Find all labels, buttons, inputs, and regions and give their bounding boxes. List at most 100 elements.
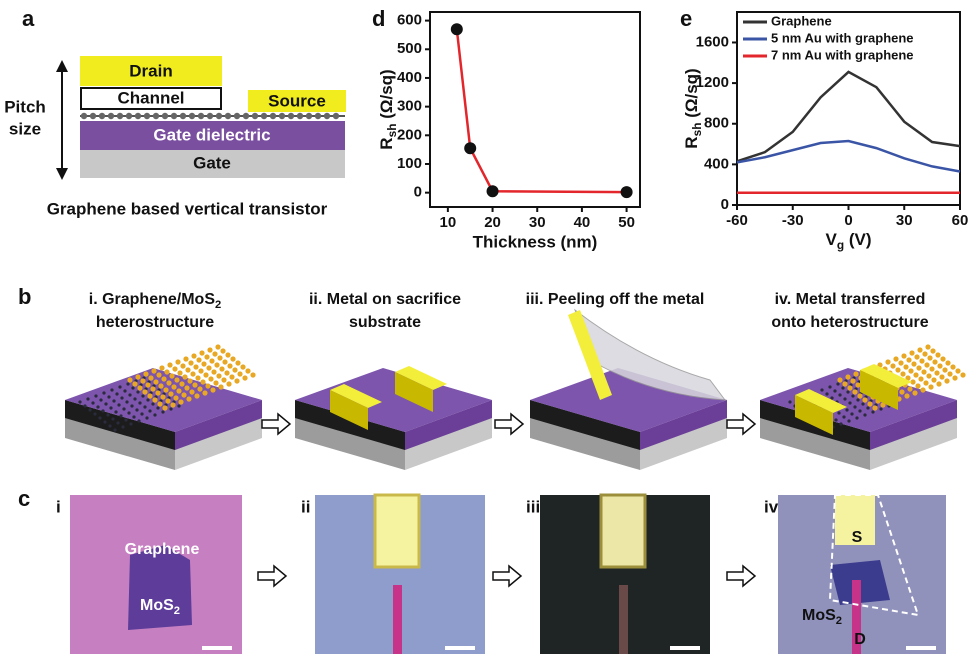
atom [197,386,202,391]
atom [213,380,218,385]
electrode-strip [393,585,402,654]
panel-label: c [18,486,30,511]
graphene-atom [198,113,204,119]
series-line [737,141,960,171]
atom [843,397,846,400]
atom [932,359,937,364]
atom [837,411,840,414]
atom [148,409,151,412]
atom [211,369,216,374]
atom [872,405,877,410]
atom [205,383,210,388]
graphene-atom [171,113,177,119]
axis-title-part: R [682,136,701,148]
atom [909,350,914,355]
atom [944,378,949,383]
image-annotation: Graphene [125,541,200,558]
legend-label: 5 nm Au with graphene [771,30,914,45]
graphene-atom [306,113,312,119]
atom [855,416,858,419]
step-title: substrate [349,314,421,331]
scale-bar [202,646,232,650]
atom [115,392,118,395]
y-tick-label: 0 [414,184,422,201]
atom [863,413,866,416]
atom [899,389,904,394]
atom [176,388,181,393]
step-title: iii. Peeling off the metal [526,291,705,308]
atom [155,390,160,395]
atom [190,371,195,376]
atom [161,376,166,381]
legend-label: Graphene [771,13,832,28]
atom [216,373,221,378]
graphene-atom [297,113,303,119]
layer-label: Channel [117,88,184,107]
atom [112,399,115,402]
atom [183,356,188,361]
graphene-atom [117,113,123,119]
panel-label: a [22,6,35,31]
graphene-atom [99,113,105,119]
atom [940,356,945,361]
x-tick-label: 50 [618,214,635,231]
atom [862,397,867,402]
atom [161,410,164,413]
atom [210,387,215,392]
x-tick-label: 60 [952,212,969,229]
atom [920,387,925,392]
atom [162,405,167,410]
atom [825,392,828,395]
atom [120,396,123,399]
atom [861,402,864,405]
atom [78,400,81,403]
atom [906,357,911,362]
atom [931,377,936,382]
scale-bar [906,646,936,650]
atom [846,390,849,393]
atom [201,361,206,366]
process-arrow [262,414,290,434]
graphene-atom [225,113,231,119]
atom [140,378,145,383]
atom [227,363,232,368]
electrode [601,495,645,567]
atom [855,382,860,387]
legend-label: 7 nm Au with graphene [771,47,914,62]
atom [215,344,220,349]
atom [842,381,847,386]
atom [950,364,955,369]
atom [901,353,906,358]
graphene-atom [288,113,294,119]
atom [166,380,171,385]
graphene-atom [144,113,150,119]
atom [101,409,104,412]
atom [904,393,909,398]
atom [885,359,890,364]
atom [191,353,196,358]
atom [828,385,831,388]
atom [923,380,928,385]
graphene-atom [315,113,321,119]
atom [171,384,176,389]
graphene-atom [234,113,240,119]
step-title-part: ii. Metal on sacrifice [309,291,461,308]
atom [214,362,219,367]
atom [148,375,153,380]
atom [235,360,240,365]
panel-label: d [372,6,385,31]
atom [199,350,204,355]
image-annotation-part: S [852,529,863,546]
atom [143,405,146,408]
atom [919,358,924,363]
atom [193,364,198,369]
atom [850,378,855,383]
atom [114,410,117,413]
atom [93,412,96,415]
atom [209,358,214,363]
atom [921,369,926,374]
atom [192,382,197,387]
process-arrow [727,566,755,586]
y-tick-label: 1600 [696,33,729,50]
atom [130,404,133,407]
